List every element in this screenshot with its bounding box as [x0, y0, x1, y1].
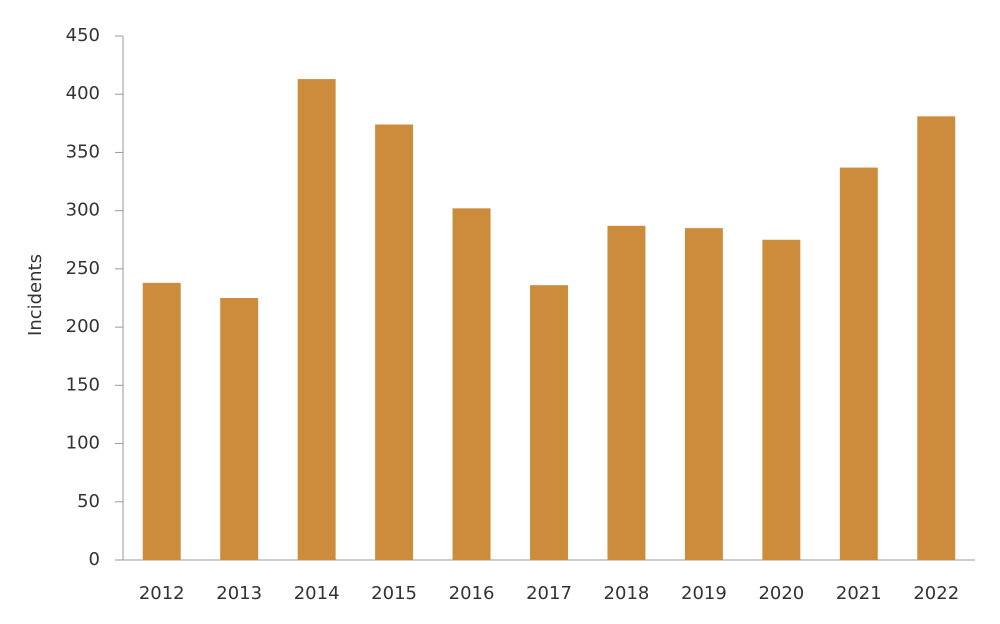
y-axis-label: Incidents [25, 254, 46, 336]
x-tick-label: 2021 [836, 583, 882, 604]
bar [917, 116, 956, 560]
bar [530, 285, 568, 560]
bar [452, 208, 491, 561]
y-tick-label: 100 [66, 433, 100, 454]
x-tick-label: 2022 [913, 583, 959, 604]
bar [762, 239, 801, 560]
y-tick-label: 150 [66, 374, 100, 395]
x-tick-label: 2015 [371, 583, 417, 604]
x-tick-label: 2014 [294, 583, 340, 604]
x-tick-label: 2016 [449, 583, 495, 604]
y-tick-label: 400 [66, 83, 100, 104]
bar [142, 282, 181, 560]
bar [375, 124, 414, 561]
y-tick-label: 250 [66, 258, 100, 279]
bar [607, 225, 646, 560]
x-tick-label: 2018 [604, 583, 650, 604]
y-tick-label: 300 [66, 200, 100, 221]
bar [684, 228, 723, 560]
x-tick-label: 2020 [758, 583, 804, 604]
y-tick-label: 350 [66, 141, 100, 162]
y-tick-label: 450 [66, 25, 100, 46]
x-tick-label: 2012 [139, 583, 185, 604]
y-tick-label: 200 [66, 316, 100, 337]
x-tick-label: 2017 [526, 583, 572, 604]
y-tick-label: 50 [77, 491, 100, 512]
bar [839, 167, 878, 561]
bar [220, 298, 259, 560]
y-tick-label: 0 [89, 549, 100, 570]
x-tick-label: 2013 [216, 583, 262, 604]
bar [297, 79, 336, 560]
x-tick-label: 2019 [681, 583, 727, 604]
